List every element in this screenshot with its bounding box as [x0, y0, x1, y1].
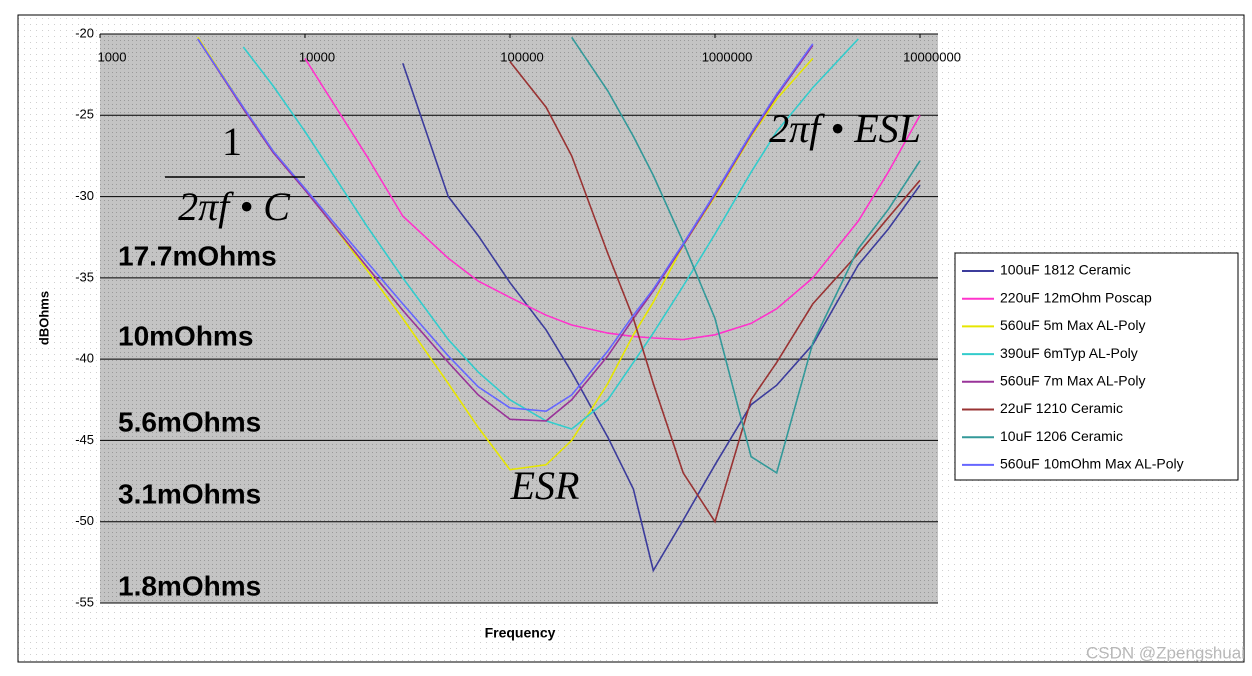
series-line — [509, 61, 921, 524]
resistance-label: 5.6mOhms — [118, 406, 261, 437]
legend-label: 100uF 1812 Ceramic — [1000, 262, 1131, 278]
legend-label: 22uF 1210 Ceramic — [1000, 400, 1123, 416]
legend-label: 10uF 1206 Ceramic — [1000, 428, 1123, 444]
formula-denominator: 2πf • C — [178, 184, 291, 229]
x-axis-label: Frequency — [485, 625, 556, 641]
plot-area — [100, 34, 938, 603]
y-tick-label: -45 — [75, 432, 94, 447]
x-tick-label: 10000 — [299, 49, 335, 64]
y-tick-label: -35 — [75, 269, 94, 284]
legend — [954, 252, 1239, 481]
formula-esr: ESR — [510, 463, 580, 508]
legend-label: 560uF 7m Max AL-Poly — [1000, 373, 1146, 389]
y-tick-label: -50 — [75, 513, 94, 528]
x-tick-label: 1000 — [98, 49, 127, 64]
x-tick-label: 1000000 — [702, 49, 753, 64]
legend-label: 560uF 5m Max AL-Poly — [1000, 317, 1146, 333]
legend-label: 220uF 12mOhm Poscap — [1000, 289, 1152, 305]
y-axis-label: dBOhms — [36, 291, 51, 345]
watermark: CSDN @Zpengshuai — [1086, 643, 1245, 662]
series-line — [571, 36, 921, 475]
series-line — [197, 38, 814, 413]
series-line — [197, 38, 814, 422]
formula-inductive: 2πf • ESL — [769, 106, 921, 151]
resistance-label: 10mOhms — [118, 320, 253, 351]
x-tick-label: 10000000 — [903, 49, 961, 64]
y-tick-label: -30 — [75, 188, 94, 203]
resistance-label: 17.7mOhms — [118, 240, 277, 271]
x-tick-label: 100000 — [500, 49, 543, 64]
legend-label: 390uF 6mTyp AL-Poly — [1000, 345, 1138, 361]
y-tick-label: -25 — [75, 107, 94, 122]
series-line — [242, 38, 859, 430]
resistance-label: 3.1mOhms — [118, 478, 261, 509]
resistance-label: 1.8mOhms — [118, 570, 261, 601]
series-line — [402, 63, 921, 573]
legend-label: 560uF 10mOhm Max AL-Poly — [1000, 456, 1184, 472]
y-tick-label: -55 — [75, 594, 94, 609]
formula-numerator: 1 — [222, 119, 242, 164]
y-tick-label: -20 — [75, 25, 94, 40]
y-tick-label: -40 — [75, 351, 94, 366]
